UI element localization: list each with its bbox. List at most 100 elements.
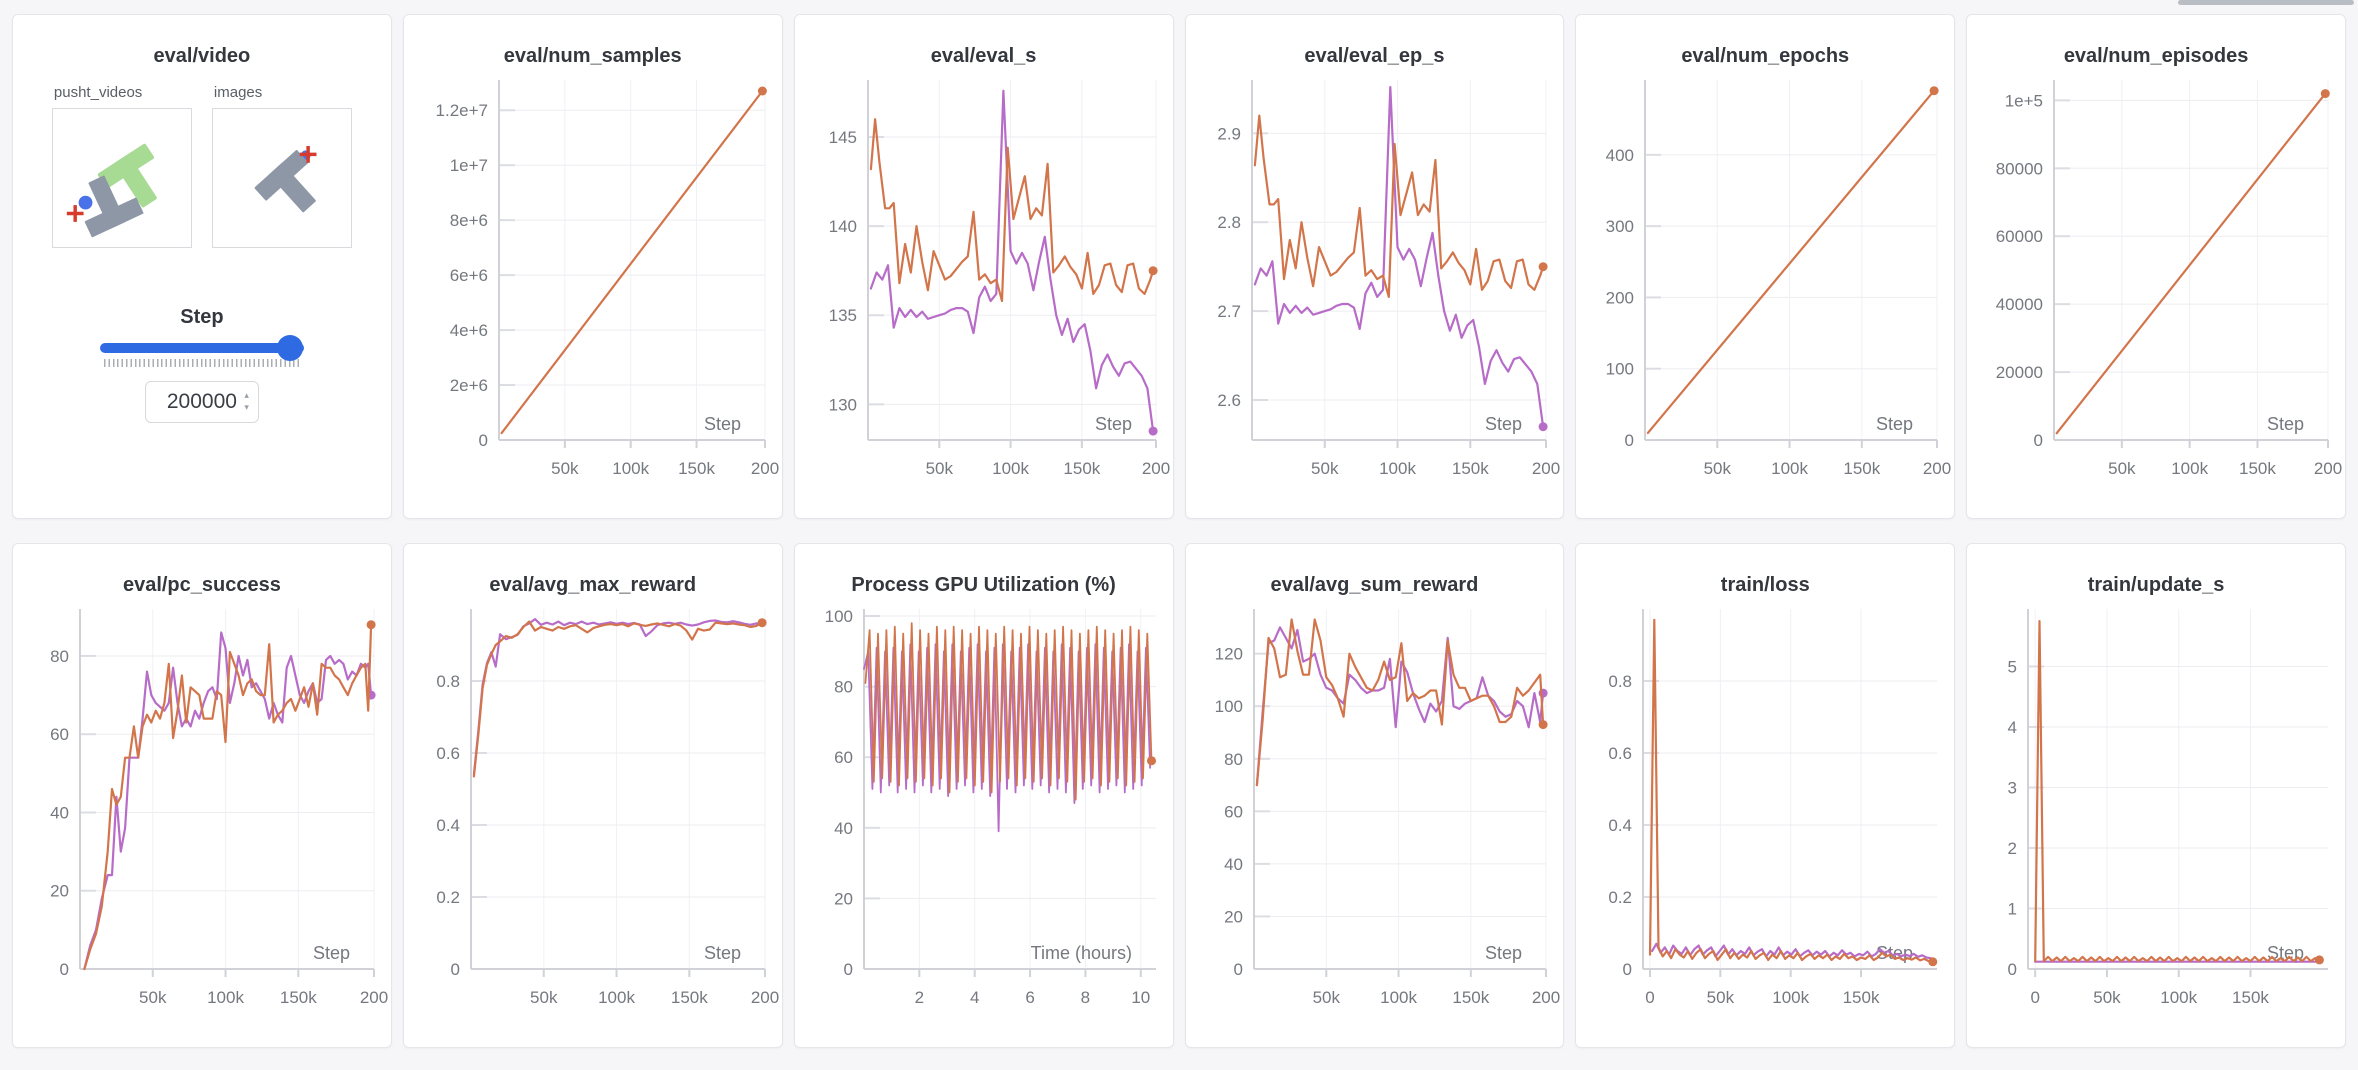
svg-text:200: 200 [1532, 988, 1560, 1007]
svg-text:Step: Step [1876, 414, 1913, 434]
panel-train-update-s: train/update_s 0 1 2 3 4 5 0 50k 100k 150k Step [1966, 543, 2346, 1048]
svg-text:2.7: 2.7 [1218, 302, 1242, 321]
slider-handle[interactable] [276, 335, 303, 361]
chart-title: eval/eval_s [930, 45, 1037, 67]
svg-text:100k: 100k [1771, 459, 1808, 478]
svg-text:150k: 150k [1453, 988, 1490, 1007]
svg-text:100k: 100k [992, 459, 1029, 478]
svg-text:20000: 20000 [1996, 363, 2043, 382]
svg-text:Time (hours): Time (hours) [1030, 943, 1131, 963]
svg-text:4e+6: 4e+6 [449, 321, 487, 340]
step-number-input[interactable]: 200000 ▴ ▾ [144, 381, 259, 423]
line-chart-train-loss[interactable]: 0 0.2 0.4 0.6 0.8 0 50k 100k 150k Step [1579, 601, 1951, 1019]
svg-text:50k: 50k [2093, 988, 2121, 1007]
media-thumbnails: pusht_videos [13, 84, 391, 248]
svg-text:100k: 100k [1380, 459, 1417, 478]
media-key-label: images [213, 84, 263, 101]
panel-eval-avg-sum-reward: eval/avg_sum_reward 0 20 40 60 80 100 120 50k 10… [1184, 543, 1565, 1048]
scrollbar-horizontal[interactable] [2178, 0, 2354, 5]
svg-text:150k: 150k [2232, 988, 2269, 1007]
line-chart-train-update-s[interactable]: 0 1 2 3 4 5 0 50k 100k 150k Step [1970, 601, 2342, 1019]
svg-text:0.6: 0.6 [436, 744, 460, 763]
svg-text:150k: 150k [280, 988, 317, 1007]
svg-text:4: 4 [970, 988, 979, 1007]
svg-text:50k: 50k [1704, 459, 1732, 478]
stepper-up-icon[interactable]: ▴ [244, 390, 249, 400]
svg-text:120: 120 [1215, 645, 1243, 664]
svg-text:80: 80 [834, 678, 853, 697]
svg-text:50k: 50k [530, 988, 558, 1007]
slider-track[interactable] [99, 335, 304, 361]
panel-eval-num-epochs: eval/num_epochs 0 100 200 300 400 50k 100k 150k… [1575, 14, 1956, 519]
svg-text:20: 20 [1224, 907, 1243, 926]
svg-text:1e+7: 1e+7 [449, 156, 487, 175]
line-chart-eval-avg-sum-reward[interactable]: 0 20 40 60 80 100 120 50k 100k 150k 200 Step [1188, 601, 1560, 1019]
svg-text:Step: Step [313, 943, 350, 963]
svg-text:200: 200 [1141, 459, 1169, 478]
pusht-video-frame [66, 143, 157, 238]
image-thumbnail[interactable] [211, 108, 352, 248]
svg-text:10: 10 [1131, 988, 1150, 1007]
step-slider[interactable] [99, 335, 304, 367]
video-thumbnail[interactable] [51, 108, 192, 248]
svg-text:100k: 100k [598, 988, 635, 1007]
svg-text:135: 135 [828, 306, 856, 325]
svg-text:0: 0 [843, 960, 852, 979]
svg-text:40000: 40000 [1996, 295, 2043, 314]
svg-text:0.2: 0.2 [1609, 888, 1633, 907]
svg-text:50k: 50k [925, 459, 953, 478]
line-chart-eval-eval-ep-s[interactable]: 2.6 2.7 2.8 2.9 50k 100k 150k 200 Step [1188, 72, 1560, 490]
svg-text:40: 40 [50, 803, 69, 822]
chart-title: eval/avg_sum_reward [1270, 574, 1479, 596]
svg-text:Step: Step [1095, 414, 1132, 434]
svg-text:100k: 100k [207, 988, 244, 1007]
svg-text:200: 200 [1532, 459, 1560, 478]
svg-text:0.8: 0.8 [1609, 672, 1633, 691]
svg-text:1e+5: 1e+5 [2005, 91, 2043, 110]
svg-text:145: 145 [828, 128, 856, 147]
svg-text:Step: Step [704, 943, 741, 963]
svg-text:6: 6 [1025, 988, 1034, 1007]
chart-title: eval/num_episodes [2063, 45, 2249, 67]
line-chart-eval-avg-max-reward[interactable]: 0 0.2 0.4 0.6 0.8 50k 100k 150k 200 Step [407, 601, 779, 1019]
svg-text:0.2: 0.2 [436, 888, 460, 907]
svg-text:0.8: 0.8 [436, 672, 460, 691]
svg-text:200: 200 [1606, 288, 1634, 307]
line-chart-eval-num-epochs[interactable]: 0 100 200 300 400 50k 100k 150k 200 Step [1579, 72, 1951, 490]
stepper-arrows[interactable]: ▴ ▾ [244, 389, 249, 413]
svg-text:60000: 60000 [1996, 227, 2043, 246]
svg-text:3: 3 [2008, 778, 2017, 797]
line-chart-process-gpu-utilization[interactable]: 0 20 40 60 80 100 2 4 6 8 10 Time (hours) [798, 601, 1170, 1019]
svg-text:60: 60 [50, 725, 69, 744]
chart-title: Process GPU Utilization (%) [851, 574, 1116, 596]
svg-text:100k: 100k [2171, 459, 2208, 478]
line-chart-eval-num-samples[interactable]: 0 2e+6 4e+6 6e+6 8e+6 1e+7 1.2e+7 50k 100k 150k 20… [407, 72, 779, 490]
panel-eval-avg-max-reward: eval/avg_max_reward 0 0.2 0.4 0.6 0.8 50k 100k… [402, 543, 783, 1048]
svg-text:200: 200 [2314, 459, 2342, 478]
svg-text:0: 0 [450, 960, 459, 979]
stepper-down-icon[interactable]: ▾ [244, 402, 249, 412]
media-thumb-images: images [211, 84, 352, 248]
chart-title: eval/avg_max_reward [489, 574, 697, 596]
line-chart-eval-pc-success[interactable]: 0 20 40 60 80 50k 100k 150k 200 Step [16, 601, 388, 1019]
svg-text:2: 2 [2008, 839, 2017, 858]
media-key-label: pusht_videos [53, 84, 143, 101]
svg-text:100k: 100k [612, 459, 649, 478]
svg-text:150k: 150k [1452, 459, 1489, 478]
svg-text:100: 100 [824, 607, 852, 626]
line-chart-eval-eval-s[interactable]: 130 135 140 145 50k 100k 150k 200 Step [798, 72, 1170, 490]
chart-title: train/update_s [2087, 574, 2225, 596]
svg-text:80: 80 [1224, 750, 1243, 769]
svg-text:0.6: 0.6 [1609, 744, 1633, 763]
line-chart-eval-num-episodes[interactable]: 0 20000 40000 60000 80000 1e+5 50k 100k 150k 200 S… [1970, 72, 2342, 490]
svg-text:40: 40 [834, 819, 853, 838]
svg-text:0: 0 [478, 431, 487, 450]
goal-cross [299, 145, 317, 163]
svg-text:100: 100 [1215, 697, 1243, 716]
svg-text:50k: 50k [551, 459, 579, 478]
svg-text:200: 200 [360, 988, 388, 1007]
svg-text:150k: 150k [1063, 459, 1100, 478]
chart-title: train/loss [1720, 574, 1810, 596]
svg-text:150k: 150k [678, 459, 715, 478]
